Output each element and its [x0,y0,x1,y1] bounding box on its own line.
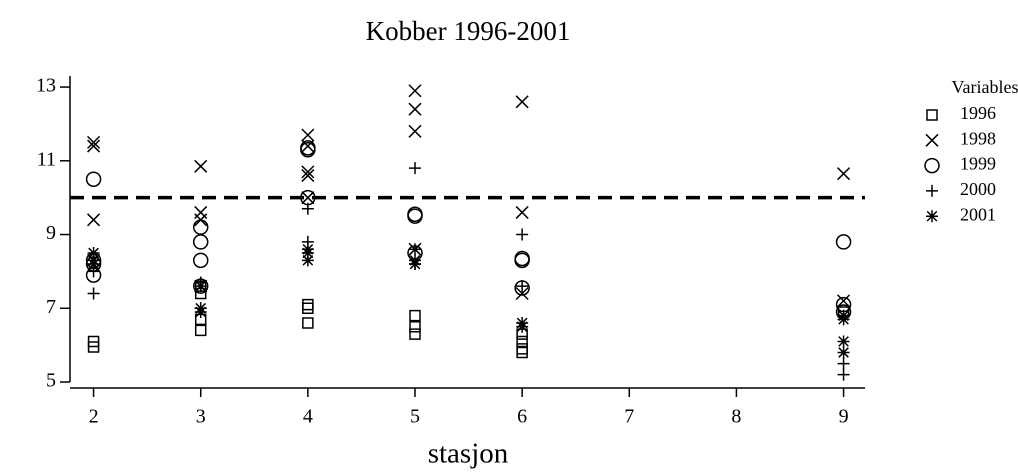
legend-label: 2000 [960,179,996,199]
x-tick-label: 2 [89,406,99,428]
data-point [835,296,852,313]
legend-marker [924,157,940,174]
data-point [87,246,100,259]
data-point [837,313,850,326]
data-point [302,302,314,315]
data-point [409,320,421,333]
data-point [301,165,315,179]
data-point [516,228,529,241]
x-tick-label: 3 [196,406,206,428]
data-point [516,335,528,348]
data-point [85,267,102,283]
data-point [87,341,100,353]
data-point [837,357,850,370]
legend-marker [925,133,939,147]
x-tick-label: 5 [410,406,420,428]
data-point [301,191,315,205]
data-point [194,280,207,293]
data-point [516,280,529,293]
data-point [301,128,315,142]
data-point [515,95,529,109]
data-point [301,202,314,215]
legend-label: 1998 [960,128,996,148]
data-point [300,189,316,206]
data-point [194,324,207,337]
data-point [515,205,529,219]
data-point [837,335,850,348]
x-tick-label: 6 [517,406,527,428]
data-point [301,254,314,267]
data-point [194,159,208,173]
y-tick-label: 13 [36,75,56,97]
data-point [837,346,850,359]
data-point [302,317,314,329]
data-point [408,124,422,138]
y-tick-label: 11 [37,148,56,170]
data-point [515,286,529,301]
data-point [192,252,209,269]
data-point [409,258,421,271]
data-point [837,294,851,308]
data-point [514,252,530,269]
legend-label: 2001 [960,204,996,224]
data-point [409,328,421,340]
data-point [514,280,530,296]
data-point [516,346,528,359]
x-tick-label: 7 [624,406,634,428]
data-point [192,219,209,235]
data-point [407,208,423,224]
legend-title: Variables [952,77,1018,97]
x-tick-label: 8 [731,406,741,428]
data-point [409,309,421,322]
data-point [516,343,528,355]
y-tick-label: 5 [46,370,56,392]
legend-marker [926,184,938,197]
data-point [87,287,100,300]
data-point [87,213,101,227]
data-point [835,234,852,250]
data-point [408,102,422,116]
data-point [835,304,852,320]
data-point [87,135,101,149]
data-point [85,171,102,187]
data-point [301,246,314,259]
data-point [87,139,101,153]
data-point [407,245,423,261]
data-point [87,258,100,271]
data-point [192,234,209,250]
data-point [301,169,315,183]
data-point [194,305,207,318]
y-tick-label: 9 [46,222,56,244]
data-point [409,162,421,175]
x-tick-label: 4 [303,406,313,428]
data-point [408,84,422,98]
legend-marker [926,210,938,223]
chart-title: Kobber 1996-2001 [366,16,571,46]
data-point [409,243,421,256]
legend-marker [926,109,938,121]
data-point [837,368,850,381]
x-axis-label: stasjon [428,438,509,470]
data-point [516,320,529,333]
y-tick-label: 7 [46,296,56,318]
data-point [85,252,102,269]
legend-label: 1999 [960,154,996,174]
data-point [300,141,316,158]
legend-label: 1996 [960,103,996,123]
data-point [302,298,314,311]
data-point [837,167,851,181]
data-point [192,278,209,294]
x-tick-label: 9 [839,406,849,428]
